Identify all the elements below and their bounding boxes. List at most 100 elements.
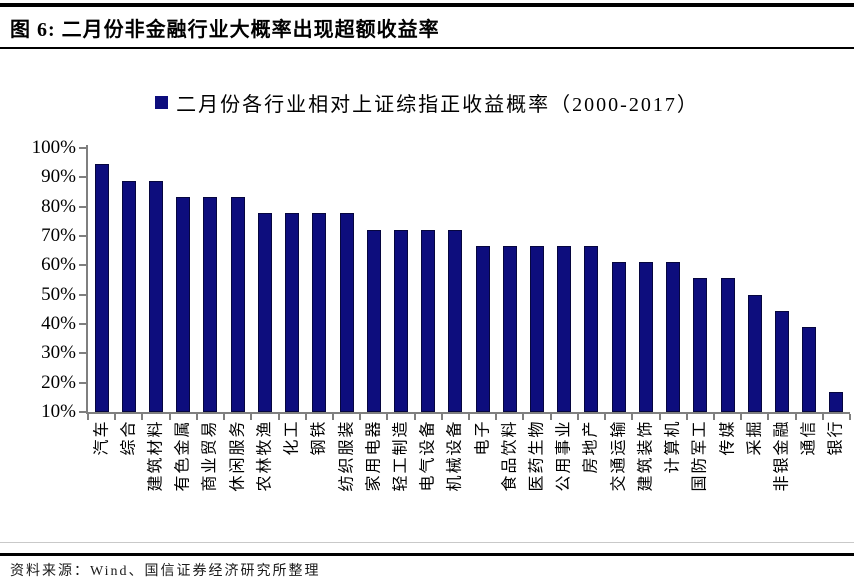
bar (557, 245, 572, 412)
y-axis-tick (79, 323, 86, 325)
x-axis-tick (495, 414, 498, 420)
y-axis-tick (79, 205, 86, 208)
bar (611, 262, 626, 412)
x-axis-label: 国防军工 (691, 419, 709, 492)
x-axis-tick (304, 414, 307, 420)
x-axis-label: 有色金属 (174, 419, 192, 492)
x-axis-label: 食品饮料 (501, 419, 519, 492)
bar (285, 213, 300, 412)
bar (230, 196, 245, 412)
x-axis-label: 传媒 (719, 419, 737, 456)
y-axis-line (86, 145, 88, 412)
x-axis-label: 机械设备 (446, 419, 464, 492)
footer-hairline (0, 542, 854, 543)
y-axis-tick (79, 293, 86, 296)
x-axis-tick (468, 414, 470, 420)
bar (475, 245, 490, 412)
x-axis-label: 采掘 (746, 419, 764, 456)
y-axis-tick (79, 352, 86, 355)
y-axis-tick-label: 70% (41, 225, 76, 246)
x-axis-label: 汽车 (93, 419, 111, 456)
x-axis-label: 农林牧渔 (256, 419, 274, 492)
x-axis-tick (767, 414, 770, 420)
x-axis-label: 非银金融 (773, 419, 791, 492)
x-axis-label: 商业贸易 (201, 419, 219, 492)
top-border-rule (0, 3, 854, 7)
x-axis-tick (849, 414, 851, 420)
x-axis-line (86, 412, 850, 414)
bar (312, 213, 327, 412)
x-axis-label: 电气设备 (419, 419, 437, 492)
x-axis-tick (740, 414, 743, 420)
x-axis-label: 通信 (800, 419, 818, 456)
x-axis-tick (794, 414, 797, 420)
bar (121, 180, 136, 412)
x-axis-tick (604, 414, 607, 420)
y-axis-tick (79, 147, 86, 149)
bar (747, 294, 762, 412)
x-axis-tick (712, 414, 715, 420)
y-axis-tick (79, 176, 86, 179)
y-axis-tick-label: 90% (41, 166, 76, 188)
source-note: 资料来源：Wind、国信证券经济研究所整理 (10, 564, 321, 579)
x-axis-label: 建筑装饰 (637, 419, 655, 492)
x-axis-tick (413, 414, 416, 420)
bar (393, 229, 408, 412)
x-axis-label: 交通运输 (610, 419, 628, 492)
x-axis-label: 计算机 (664, 419, 682, 474)
x-axis-tick (195, 414, 198, 420)
bar (366, 229, 381, 412)
x-axis-label: 电子 (474, 419, 492, 456)
bar (448, 229, 463, 412)
x-axis-tick (141, 414, 144, 420)
bar (720, 278, 735, 412)
x-axis-label: 公用事业 (555, 419, 573, 492)
y-axis-tick-label: 20% (41, 371, 76, 393)
x-axis-tick (821, 414, 824, 420)
y-axis-tick (79, 235, 86, 237)
y-axis-tick (79, 381, 86, 384)
bar (666, 262, 681, 412)
x-axis-tick (277, 414, 280, 420)
x-axis-tick (359, 414, 362, 420)
x-axis-label: 综合 (120, 419, 138, 456)
x-axis-label: 轻工制造 (392, 419, 410, 492)
bar (802, 327, 817, 412)
legend-marker-icon (155, 96, 169, 109)
y-axis-tick-label: 10% (41, 401, 76, 422)
bar (149, 180, 164, 412)
bar (94, 164, 109, 412)
y-axis-tick-label: 30% (41, 342, 76, 364)
footer-rule (0, 553, 854, 556)
y-axis-tick-label: 80% (41, 195, 76, 217)
y-axis-tick-label: 100% (31, 137, 76, 158)
x-axis-label: 房地产 (582, 419, 600, 474)
bar (774, 311, 789, 412)
x-axis-label: 银行 (827, 419, 845, 456)
bar (176, 196, 191, 412)
bar (584, 245, 599, 412)
x-axis-tick (114, 414, 117, 420)
bar (339, 213, 354, 412)
x-axis-tick (658, 414, 661, 420)
bar (638, 262, 653, 412)
x-axis-tick (331, 414, 334, 420)
x-axis-label: 纺织服装 (338, 419, 356, 492)
bar (421, 229, 436, 412)
x-axis-label: 钢铁 (310, 419, 328, 456)
bar (693, 278, 708, 412)
y-axis-tick-label: 60% (41, 254, 76, 276)
y-axis-tick (79, 264, 86, 267)
bar (829, 392, 844, 412)
legend-label: 二月份各行业相对上证综指正收益概率（2000-2017） (176, 94, 699, 116)
x-axis-label: 休闲服务 (229, 419, 247, 492)
x-axis-label: 医药生物 (528, 419, 546, 492)
x-axis-tick (576, 414, 579, 420)
legend: 二月份各行业相对上证综指正收益概率（2000-2017） (0, 88, 854, 117)
x-axis-tick (522, 414, 525, 420)
x-axis-tick (168, 414, 171, 420)
x-axis-tick (631, 414, 634, 420)
x-axis-label: 化工 (283, 419, 301, 456)
